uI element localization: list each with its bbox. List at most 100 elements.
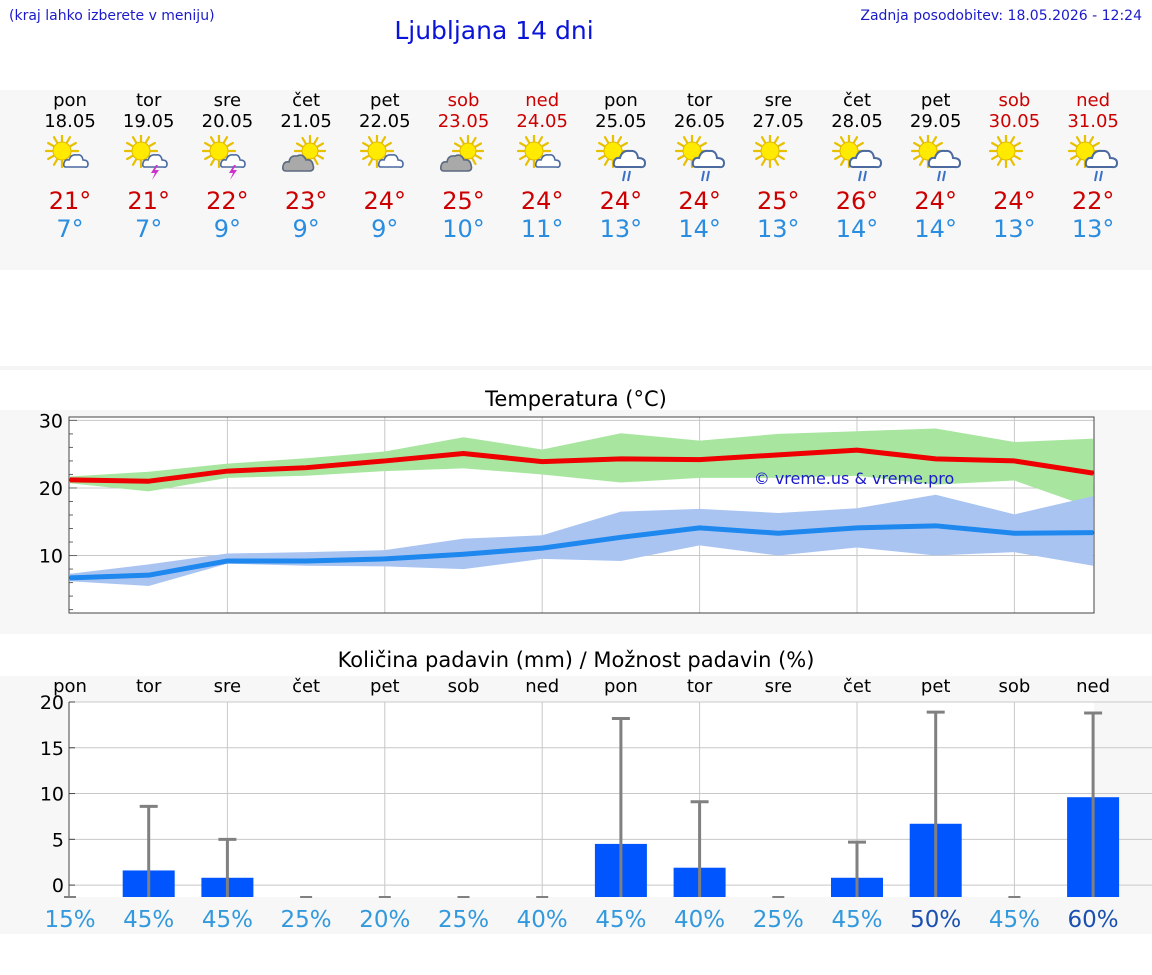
sun-ray (380, 136, 386, 144)
x-tick-label: pet (370, 676, 400, 697)
sun-cloud-icon (359, 135, 404, 169)
day-date: 20.05 (201, 111, 254, 132)
cloud-shape (62, 154, 89, 168)
sun-ray (1010, 136, 1016, 144)
sun-ray (458, 136, 465, 145)
day-date: 21.05 (280, 111, 332, 132)
x-tick-label: sre (214, 676, 241, 697)
sun-ray (935, 141, 943, 148)
rain-drop (941, 170, 946, 182)
day-name: čet (842, 90, 872, 111)
day-column: pon 18.05 21° 7° (31, 90, 109, 243)
sun-ray (69, 141, 77, 148)
day-column: sob 23.05 25° 10° (425, 90, 503, 243)
day-column: tor 26.05 24° 14° (661, 90, 739, 243)
weather-icon (123, 135, 168, 180)
y-tick-label: 5 (52, 829, 64, 851)
precip-probability: 45% (123, 907, 174, 933)
day-name: tor (135, 90, 162, 111)
sun-ray (616, 136, 622, 144)
sun-ray (313, 136, 319, 145)
day-name: pon (603, 90, 638, 111)
day-name: sob (998, 90, 1031, 111)
min-temperature: 13° (757, 215, 800, 243)
watermark: © vreme.us & vreme.pro (754, 469, 955, 488)
weather-icon (1067, 135, 1119, 182)
sun-ray (204, 154, 212, 161)
day-date: 22.05 (359, 111, 411, 132)
lightning-bolt (150, 165, 159, 180)
sun-ray (470, 157, 477, 166)
sun-ray (676, 154, 685, 161)
min-temperature: 7° (135, 215, 163, 243)
y-tick-label: 10 (40, 784, 64, 806)
sun-ray (367, 158, 373, 166)
sun-disc (760, 141, 780, 161)
max-temperature: 21° (48, 187, 92, 215)
weather-icon (439, 135, 484, 172)
data-point (304, 559, 308, 563)
sun-disc (131, 141, 151, 161)
day-column: sre 27.05 25° 13° (739, 90, 817, 243)
cloud-shape (691, 149, 725, 169)
cloud-shape (439, 154, 472, 172)
day-name: sre (764, 90, 793, 111)
precip-probability: 45% (831, 907, 882, 933)
sun-ray (474, 154, 482, 160)
sun-ray (777, 141, 786, 148)
sun-ray (912, 154, 921, 161)
sun-ray (918, 136, 924, 144)
day-name: tor (686, 90, 713, 111)
sun-ray (470, 136, 477, 145)
sun-ray (1075, 136, 1082, 144)
sun-ray (538, 136, 544, 144)
weather-icon (595, 135, 646, 182)
weather-icon (674, 135, 725, 182)
day-date: 25.05 (595, 111, 647, 132)
sun-ray (676, 141, 685, 148)
day-column: pet 22.05 24° 9° (346, 90, 424, 243)
day-date: 24.05 (516, 111, 568, 132)
sun-ray (682, 136, 688, 144)
sun-ray (839, 158, 846, 166)
min-temperature: 9° (292, 215, 320, 243)
sun-ray (761, 136, 767, 144)
sun-ray (131, 136, 137, 144)
x-tick-label: sre (765, 676, 792, 697)
data-point (934, 457, 938, 461)
precipitation-chart: pon tor sre čet pet sob ned pon tor sre čet pet sob n… (40, 676, 1152, 933)
day-name: pet (920, 90, 951, 111)
sun-ray (148, 141, 156, 148)
x-tick-label: ned (525, 676, 559, 697)
min-temperature: 14° (835, 215, 879, 243)
sun-disc (459, 142, 476, 160)
sun-ray (1070, 141, 1078, 148)
sun-ray (777, 154, 786, 161)
data-point (462, 451, 465, 455)
data-point (619, 535, 623, 539)
day-date: 27.05 (752, 111, 805, 132)
precip-probability: 45% (989, 907, 1040, 933)
day-column: pet 29.05 24° 14° (897, 90, 975, 243)
x-tick-label: sob (448, 676, 480, 697)
precip-probability: 60% (1068, 907, 1119, 933)
sun-ray (525, 136, 531, 144)
sun-rain-icon (674, 135, 725, 182)
cloud-shape (612, 149, 646, 169)
sun-ray (47, 141, 55, 148)
day-date: 26.05 (673, 111, 726, 132)
daily-forecast-strip (0, 90, 1152, 270)
rain-drop (700, 170, 705, 182)
cloud-shape (377, 154, 404, 168)
sun-ray (918, 158, 924, 166)
data-point (1012, 459, 1016, 463)
sun-ray (834, 154, 842, 161)
temperature-chart: 10 20 30 © vreme.us & vreme.pro (39, 410, 1095, 614)
precipitation-chart-title: Količina padavin (mm) / Možnost padavin … (337, 648, 815, 672)
page-title: Ljubljana 14 dni (394, 16, 594, 45)
day-date: 19.05 (122, 111, 175, 132)
max-temperature: 22° (206, 187, 249, 215)
min-temperature: 14° (678, 215, 721, 243)
day-column: ned 24.05 24° 11° (503, 90, 581, 243)
precip-probability: 50% (910, 907, 961, 933)
